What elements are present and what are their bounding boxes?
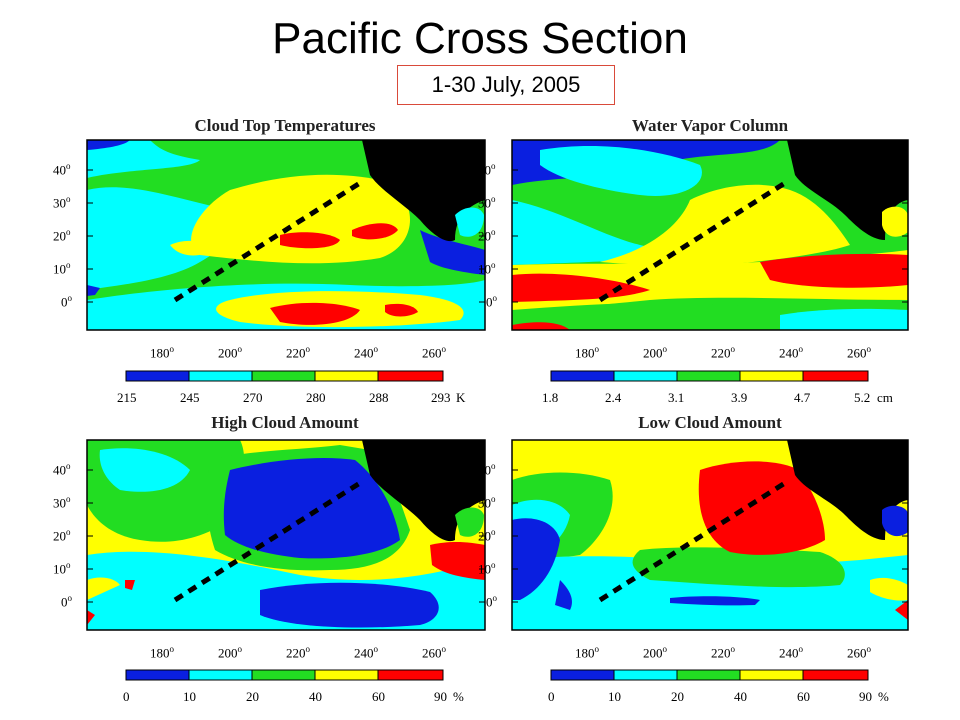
- colorbar-high-cloud: [125, 669, 444, 681]
- lon-label: 260o: [422, 644, 446, 661]
- colorbar-cloud-top: [125, 370, 444, 382]
- lat-label: 40o: [478, 461, 496, 478]
- colorbar-label: 270: [243, 390, 263, 405]
- lat-label: 30o: [478, 194, 496, 211]
- colorbar-label: 288: [369, 390, 389, 405]
- lat-label: 10o: [53, 560, 71, 577]
- colorbar-label: 10: [608, 689, 621, 704]
- colorbar-label: 280: [306, 390, 326, 405]
- lon-label: 220o: [286, 644, 310, 661]
- lat-label: 0o: [486, 293, 497, 310]
- lon-label: 240o: [779, 344, 803, 361]
- colorbar-label: 20: [671, 689, 684, 704]
- map-low-cloud-amount: [512, 440, 908, 630]
- colorbar-label: 1.8: [542, 390, 559, 405]
- lon-label: 260o: [847, 344, 871, 361]
- lat-label: 20o: [478, 527, 496, 544]
- lat-label: 40o: [53, 461, 71, 478]
- lat-label: 30o: [53, 194, 71, 211]
- panel-title-cloud-top: Cloud Top Temperatures: [194, 116, 376, 135]
- lat-label: 0o: [486, 593, 497, 610]
- colorbar-label: 20: [246, 689, 259, 704]
- lat-label: 10o: [53, 260, 71, 277]
- lon-label: 220o: [286, 344, 310, 361]
- lat-label: 20o: [53, 527, 71, 544]
- lat-label: 10o: [478, 260, 496, 277]
- colorbar-label: 215: [117, 390, 137, 405]
- lon-label: 180o: [150, 344, 174, 361]
- lat-label: 30o: [478, 494, 496, 511]
- page-title: Pacific Cross Section: [272, 14, 688, 63]
- lon-label: 240o: [354, 644, 378, 661]
- map-high-cloud-amount: [87, 440, 485, 630]
- panel-title-water-vapor: Water Vapor Column: [631, 116, 789, 135]
- lon-label: 240o: [779, 644, 803, 661]
- colorbar-label: 3.1: [668, 390, 685, 405]
- frame-ticks: [87, 169, 908, 603]
- lon-label: 180o: [575, 644, 599, 661]
- colorbar-label: 245: [180, 390, 200, 405]
- lon-label: 220o: [711, 344, 735, 361]
- lon-label: 220o: [711, 644, 735, 661]
- colorbar-label: 293: [431, 390, 451, 405]
- lon-label: 200o: [218, 344, 242, 361]
- lat-label: 0o: [61, 293, 72, 310]
- lat-label: 40o: [478, 161, 496, 178]
- colorbar-label: 40: [734, 689, 747, 704]
- lon-label: 260o: [422, 344, 446, 361]
- colorbar-low-cloud: [550, 669, 869, 681]
- colorbar-water-vapor: [550, 370, 869, 382]
- lon-label: 240o: [354, 344, 378, 361]
- lon-label: 200o: [643, 344, 667, 361]
- lat-label: 0o: [61, 593, 72, 610]
- colorbar-label: 90: [434, 689, 447, 704]
- colorbar-unit: %: [453, 689, 464, 704]
- panel-title-high-cloud: High Cloud Amount: [211, 413, 359, 432]
- lon-label: 260o: [847, 644, 871, 661]
- lon-label: 200o: [218, 644, 242, 661]
- lat-label: 20o: [53, 227, 71, 244]
- colorbar-label: 0: [123, 689, 130, 704]
- colorbar-label: 60: [372, 689, 385, 704]
- colorbar-label: 90: [859, 689, 872, 704]
- lat-label: 40o: [53, 161, 71, 178]
- lon-label: 180o: [150, 644, 174, 661]
- panel-title-low-cloud: Low Cloud Amount: [638, 413, 782, 432]
- colorbar-label: 10: [183, 689, 196, 704]
- date-label: 1-30 July, 2005: [397, 65, 615, 105]
- lon-label: 180o: [575, 344, 599, 361]
- colorbar-label: 4.7: [794, 390, 811, 405]
- colorbar-unit: K: [456, 390, 466, 405]
- map-water-vapor-column: [512, 140, 908, 330]
- colorbar-label: 2.4: [605, 390, 622, 405]
- colorbar-unit: %: [878, 689, 889, 704]
- colorbar-label: 5.2: [854, 390, 871, 405]
- colorbar-label: 0: [548, 689, 555, 704]
- lat-label: 30o: [53, 494, 71, 511]
- colorbar-label: 3.9: [731, 390, 748, 405]
- colorbar-label: 60: [797, 689, 810, 704]
- colorbar-label: 40: [309, 689, 322, 704]
- colorbar-unit: cm: [877, 390, 893, 405]
- map-cloud-top-temperatures: [87, 140, 485, 330]
- lat-label: 10o: [478, 560, 496, 577]
- lat-label: 20o: [478, 227, 496, 244]
- lon-label: 200o: [643, 644, 667, 661]
